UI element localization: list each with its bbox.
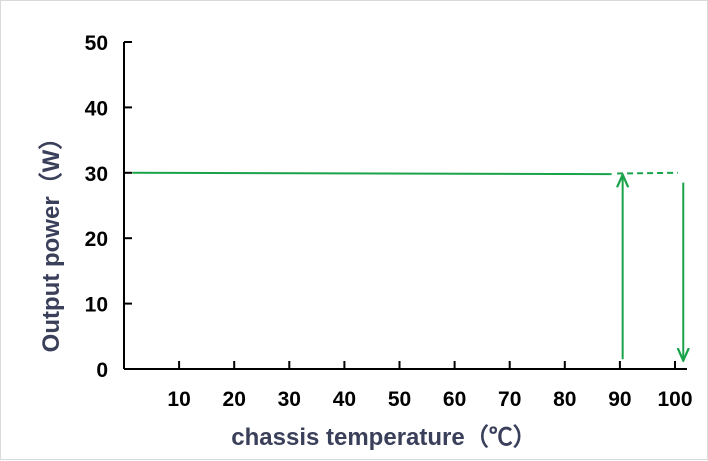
x-tick-label: 30	[278, 388, 301, 411]
x-tick-label: 100	[657, 388, 692, 411]
y-axis-title: Output power（W）	[38, 126, 65, 353]
x-tick-label: 50	[388, 388, 411, 411]
y-tick-label: 50	[85, 32, 108, 55]
x-axis-title: chassis temperature（℃）	[231, 424, 536, 451]
x-tick-label: 10	[167, 388, 190, 411]
y-tick-label: 20	[85, 228, 108, 251]
series-line-dashed	[617, 171, 678, 175]
y-tick-label: 0	[96, 359, 108, 382]
x-tick-label: 90	[608, 388, 631, 411]
series-layer	[132, 171, 678, 176]
x-tick-label: 40	[333, 388, 356, 411]
y-axis-ticks: 0 10 20 30 40 50	[85, 32, 132, 382]
x-tick-label: 60	[443, 388, 466, 411]
annotation-layer	[623, 176, 684, 359]
series-line	[132, 171, 612, 176]
x-tick-label: 20	[223, 388, 246, 411]
x-tick-label: 80	[553, 388, 576, 411]
x-tick-label: 70	[498, 388, 521, 411]
x-axis-ticks: 10 20 30 40 50 60 70 80 90 100	[167, 361, 693, 411]
y-tick-label: 30	[85, 163, 108, 186]
axes	[123, 42, 687, 370]
y-tick-label: 40	[85, 97, 108, 120]
y-tick-label: 10	[85, 294, 108, 317]
